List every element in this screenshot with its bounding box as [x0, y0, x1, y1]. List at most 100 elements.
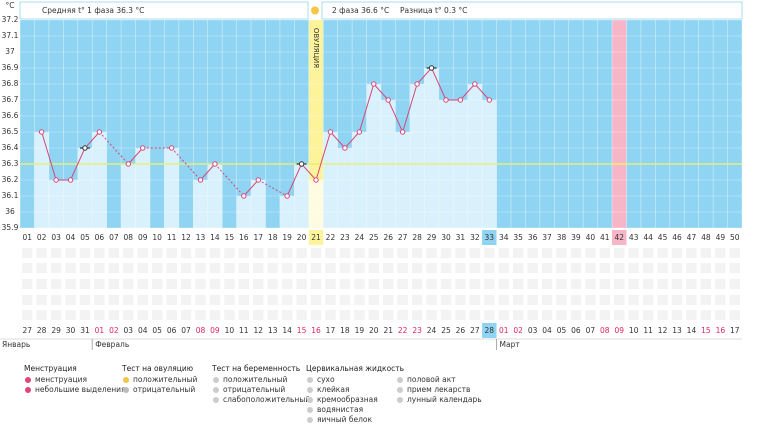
date-label: 07 — [181, 326, 191, 335]
icon-cell — [700, 310, 712, 320]
y-tick-label: 36.1 — [2, 191, 19, 200]
icon-cell — [296, 248, 307, 258]
icon-cell — [368, 279, 379, 289]
icon-cell — [642, 295, 654, 305]
icon-cell — [426, 263, 437, 273]
icon-cell — [195, 310, 206, 320]
icon-cell — [108, 295, 120, 305]
icon-cell — [469, 310, 481, 320]
cycle-day-label: 32 — [470, 233, 480, 242]
icon-cell — [484, 248, 495, 258]
date-label: 28 — [37, 326, 47, 335]
icon-cell — [368, 310, 379, 320]
icon-cell — [166, 295, 177, 305]
date-label: 10 — [225, 326, 235, 335]
date-label: 23 — [412, 326, 422, 335]
cycle-day-label: 02 — [37, 233, 47, 242]
y-axis-label: °C — [6, 1, 15, 10]
difference-text: Разница t° 0.3 °C — [400, 6, 467, 15]
icon-cell — [411, 295, 423, 305]
icon-cell — [671, 310, 683, 320]
temperature-point — [428, 65, 435, 71]
cycle-day-label: 25 — [369, 233, 379, 242]
icon-cell — [151, 248, 163, 258]
icon-cell — [253, 279, 264, 289]
date-label: 12 — [253, 326, 263, 335]
legend-icon — [307, 377, 313, 383]
icon-cell — [310, 310, 322, 320]
y-tick-label: 36.6 — [2, 111, 19, 120]
icon-cell — [585, 295, 596, 305]
legend-item: клейкая — [317, 385, 349, 394]
icon-cell — [123, 248, 134, 258]
icon-cell — [238, 263, 250, 273]
legend-item: отрицательный — [223, 385, 285, 394]
month-label: Январь — [2, 340, 30, 349]
cycle-day-label: 44 — [643, 233, 653, 242]
cycle-day-label: 30 — [441, 233, 451, 242]
cycle-day-label: 49 — [716, 233, 726, 242]
icon-cell — [715, 295, 726, 305]
date-label: 14 — [282, 326, 292, 335]
temperature-line — [127, 147, 144, 165]
icon-cell — [224, 295, 235, 305]
icon-cell — [671, 279, 683, 289]
icon-cell — [599, 295, 611, 305]
icon-cell — [281, 279, 293, 289]
icon-cell — [224, 279, 235, 289]
legend-title: Менструация — [24, 364, 77, 373]
date-label: 30 — [66, 326, 76, 335]
bar — [77, 148, 93, 228]
icon-cell — [729, 248, 740, 258]
date-label: 04 — [138, 326, 148, 335]
y-tick-label: 36.2 — [2, 175, 19, 184]
cycle-day-label: 12 — [181, 233, 191, 242]
cycle-day-label: 40 — [586, 233, 596, 242]
icon-cell — [166, 310, 177, 320]
icon-cell — [541, 263, 553, 273]
cycle-day-label: 34 — [499, 233, 509, 242]
header-box — [321, 1, 743, 20]
icon-cell — [484, 295, 495, 305]
date-label: 06 — [167, 326, 177, 335]
y-tick-label: 36.4 — [2, 143, 19, 152]
icon-cell — [614, 310, 625, 320]
bar — [48, 180, 64, 228]
icon-cell — [281, 263, 293, 273]
icon-cell — [65, 263, 76, 273]
highlight-cell — [612, 230, 627, 245]
y-tick-label: 36.5 — [2, 127, 19, 136]
icon-cell — [455, 248, 466, 258]
icon-cell — [94, 248, 105, 258]
legend-icon — [25, 377, 31, 383]
date-label: 22 — [398, 326, 408, 335]
icon-cell — [166, 279, 177, 289]
cycle-day-label: 38 — [557, 233, 567, 242]
icon-cell — [325, 248, 336, 258]
icon-cell — [570, 263, 582, 273]
temperature-point — [472, 81, 478, 87]
cycle-day-label: 31 — [456, 233, 466, 242]
icon-cell — [22, 295, 33, 305]
cycle-day-label: 24 — [355, 233, 365, 242]
icon-cell — [541, 279, 553, 289]
gap-connector — [99, 131, 129, 165]
icon-cell — [671, 248, 683, 258]
icon-cell — [642, 279, 654, 289]
icon-cell — [686, 310, 697, 320]
icon-cell — [267, 279, 278, 289]
bar — [409, 84, 425, 228]
icon-cell — [310, 263, 322, 273]
cycle-day-label: 28 — [412, 233, 422, 242]
date-label: 12 — [658, 326, 668, 335]
legend-item: слабоположительный — [223, 395, 310, 404]
temperature-point — [96, 129, 103, 135]
cycle-day-label: 36 — [528, 233, 538, 242]
temperature-point — [371, 81, 377, 87]
icon-cell — [411, 263, 423, 273]
icon-cell — [195, 263, 206, 273]
icon-cell — [570, 295, 582, 305]
legend-item: небольшие выделения — [35, 385, 126, 394]
cycle-day-label: 22 — [326, 233, 336, 242]
cycle-day-label: 21 — [311, 233, 321, 242]
